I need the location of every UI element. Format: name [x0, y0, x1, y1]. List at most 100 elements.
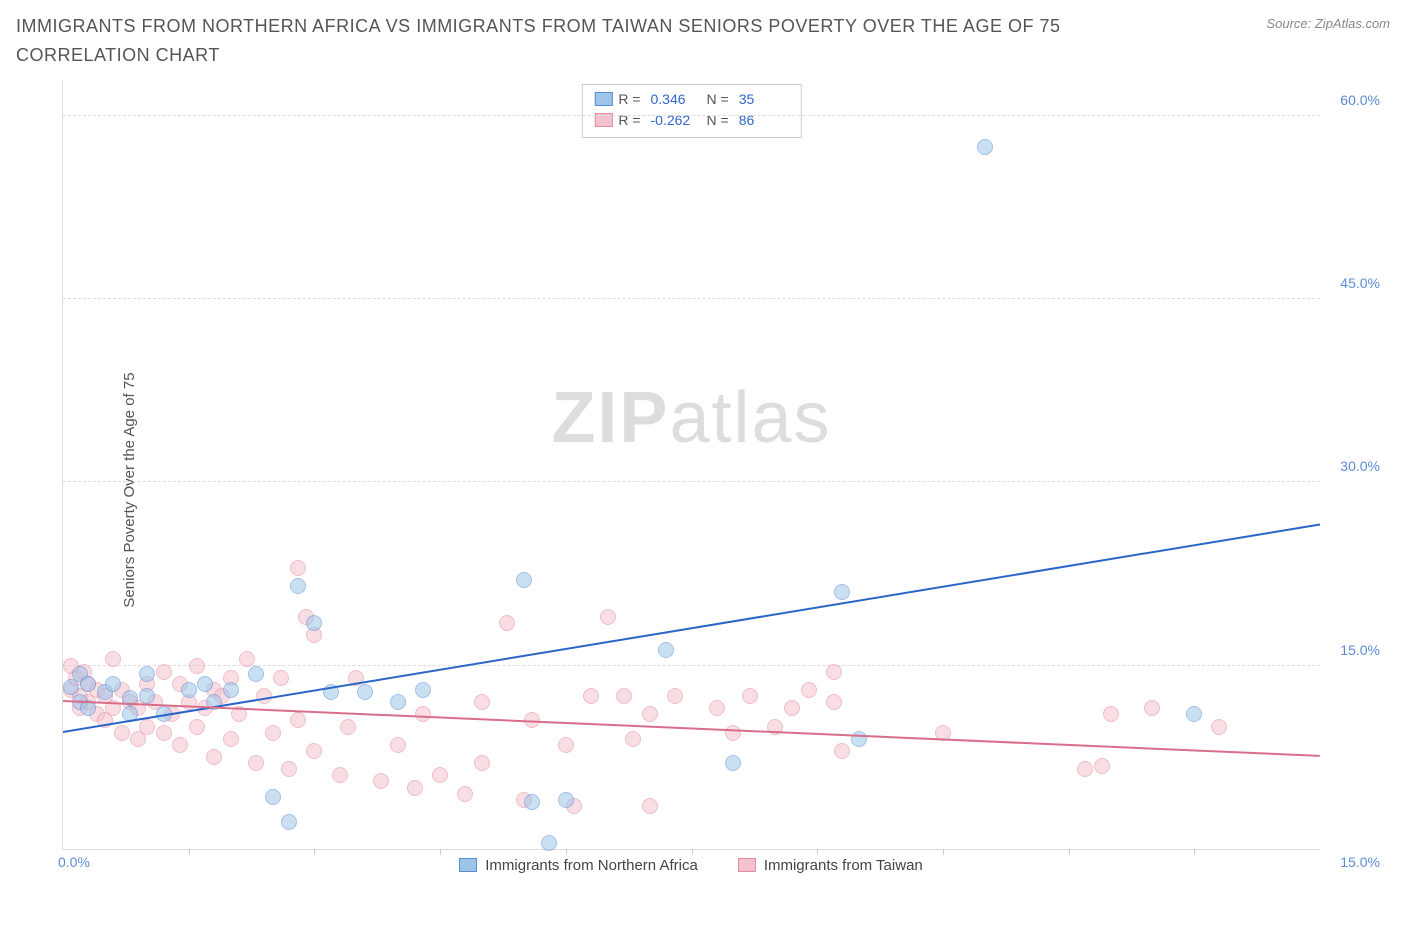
- data-point: [248, 755, 264, 771]
- chart-title: IMMIGRANTS FROM NORTHERN AFRICA VS IMMIG…: [16, 12, 1116, 70]
- data-point: [189, 719, 205, 735]
- data-point: [114, 725, 130, 741]
- regression-line: [63, 700, 1320, 757]
- data-point: [265, 725, 281, 741]
- y-tick-label: 45.0%: [1340, 275, 1380, 291]
- data-point: [1144, 700, 1160, 716]
- swatch-series-b: [738, 858, 756, 872]
- data-point: [407, 780, 423, 796]
- data-point: [457, 786, 473, 802]
- data-point: [273, 670, 289, 686]
- data-point: [600, 609, 616, 625]
- data-point: [1211, 719, 1227, 735]
- data-point: [616, 688, 632, 704]
- data-point: [742, 688, 758, 704]
- data-point: [541, 835, 557, 851]
- data-point: [281, 761, 297, 777]
- data-point: [239, 651, 255, 667]
- data-point: [139, 666, 155, 682]
- data-point: [432, 767, 448, 783]
- y-tick-label: 15.0%: [1340, 642, 1380, 658]
- data-point: [784, 700, 800, 716]
- x-tick: [440, 849, 441, 855]
- data-point: [667, 688, 683, 704]
- x-axis-max-label: 15.0%: [1340, 854, 1380, 870]
- data-point: [625, 731, 641, 747]
- series-legend: Immigrants from Northern Africa Immigran…: [62, 857, 1320, 874]
- watermark: ZIPatlas: [551, 377, 831, 459]
- data-point: [826, 664, 842, 680]
- data-point: [265, 789, 281, 805]
- x-tick: [1194, 849, 1195, 855]
- gridline: [63, 115, 1320, 116]
- data-point: [189, 658, 205, 674]
- x-tick: [943, 849, 944, 855]
- swatch-series-a: [459, 858, 477, 872]
- data-point: [332, 767, 348, 783]
- gridline: [63, 481, 1320, 482]
- data-point: [80, 676, 96, 692]
- data-point: [63, 679, 79, 695]
- data-point: [658, 642, 674, 658]
- data-point: [281, 814, 297, 830]
- data-point: [290, 712, 306, 728]
- data-point: [642, 798, 658, 814]
- legend-item-series-a: Immigrants from Northern Africa: [459, 857, 698, 874]
- data-point: [524, 794, 540, 810]
- data-point: [390, 737, 406, 753]
- data-point: [499, 615, 515, 631]
- legend-row-series-a: R =0.346 N =35: [594, 89, 788, 110]
- data-point: [290, 578, 306, 594]
- data-point: [801, 682, 817, 698]
- data-point: [709, 700, 725, 716]
- data-point: [826, 694, 842, 710]
- data-point: [340, 719, 356, 735]
- x-tick: [189, 849, 190, 855]
- data-point: [172, 737, 188, 753]
- correlation-legend: R =0.346 N =35 R =-0.262 N =86: [581, 84, 801, 138]
- data-point: [474, 694, 490, 710]
- data-point: [290, 560, 306, 576]
- x-tick: [817, 849, 818, 855]
- scatter-plot-area: ZIPatlas R =0.346 N =35 R =-0.262 N =86 …: [62, 80, 1320, 850]
- data-point: [306, 743, 322, 759]
- x-tick: [566, 849, 567, 855]
- data-point: [139, 719, 155, 735]
- data-point: [1186, 706, 1202, 722]
- data-point: [105, 651, 121, 667]
- data-point: [390, 694, 406, 710]
- data-point: [223, 682, 239, 698]
- data-point: [415, 682, 431, 698]
- data-point: [357, 684, 373, 700]
- data-point: [725, 725, 741, 741]
- data-point: [223, 731, 239, 747]
- data-point: [558, 737, 574, 753]
- data-point: [306, 615, 322, 631]
- data-point: [1094, 758, 1110, 774]
- data-point: [558, 792, 574, 808]
- regression-line: [63, 523, 1320, 732]
- data-point: [156, 725, 172, 741]
- data-point: [105, 676, 121, 692]
- data-point: [156, 664, 172, 680]
- data-point: [583, 688, 599, 704]
- source-attribution: Source: ZipAtlas.com: [1266, 16, 1390, 31]
- data-point: [977, 139, 993, 155]
- y-tick-label: 30.0%: [1340, 458, 1380, 474]
- data-point: [851, 731, 867, 747]
- data-point: [516, 572, 532, 588]
- data-point: [415, 706, 431, 722]
- x-tick: [1069, 849, 1070, 855]
- data-point: [642, 706, 658, 722]
- data-point: [373, 773, 389, 789]
- swatch-series-a: [594, 92, 612, 106]
- data-point: [474, 755, 490, 771]
- data-point: [181, 682, 197, 698]
- data-point: [197, 676, 213, 692]
- gridline: [63, 298, 1320, 299]
- legend-item-series-b: Immigrants from Taiwan: [738, 857, 923, 874]
- x-tick: [692, 849, 693, 855]
- data-point: [1103, 706, 1119, 722]
- data-point: [248, 666, 264, 682]
- data-point: [725, 755, 741, 771]
